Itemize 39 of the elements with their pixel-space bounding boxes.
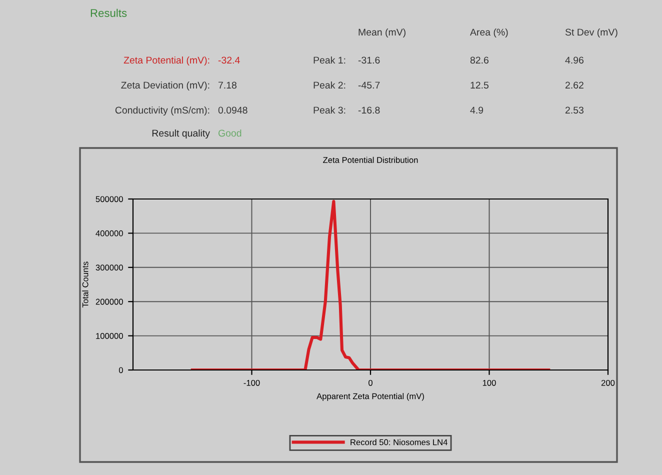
x-tick-label: 0	[368, 380, 372, 386]
x-axis-title: Apparent Zeta Potential (mV)	[316, 393, 424, 401]
text: Result quality	[152, 129, 210, 139]
text: 82.6	[470, 56, 488, 64]
text: Mean (mV)	[358, 28, 406, 38]
text: -16.8	[358, 106, 380, 114]
text: Peak 1:	[314, 56, 346, 64]
text: St Dev (mV)	[565, 28, 618, 38]
text: 2.62	[565, 82, 584, 89]
text: Zeta Potential (mV):	[124, 56, 210, 66]
y-tick-label: 100000	[96, 333, 123, 339]
text: 4.96	[565, 56, 584, 64]
text: Results	[90, 8, 127, 17]
text: Area (%)	[470, 28, 508, 38]
text: 2.53	[565, 106, 584, 114]
y-tick-label: 500000	[96, 196, 123, 202]
line-series	[190, 200, 550, 370]
y-tick-label: 300000	[96, 264, 123, 270]
text: Good	[218, 129, 242, 137]
text: -45.7	[358, 82, 380, 89]
text: 0.0948	[218, 106, 248, 114]
text: -31.6	[358, 56, 380, 64]
chart-title: Zeta Potential Distribution	[323, 156, 418, 163]
x-tick-label: 200	[601, 380, 615, 386]
text: Record 50: Niosomes LN4	[350, 439, 448, 446]
y-axis-title: Total Counts	[82, 262, 88, 308]
x-tick-label: -100	[244, 380, 260, 386]
text: Zeta Deviation (mV):	[121, 81, 210, 91]
y-tick-label: 200000	[96, 298, 123, 305]
x-tick-label: 100	[482, 380, 496, 386]
text: Peak 2:	[314, 81, 346, 89]
text: 4.9	[470, 106, 484, 114]
text: Peak 3:	[314, 106, 346, 114]
text: Conductivity (mS/cm):	[115, 106, 210, 116]
text: 12.5	[470, 82, 489, 89]
text: 7.18	[218, 82, 236, 89]
text: -32.4	[218, 56, 240, 64]
y-tick-label: 0	[118, 367, 123, 374]
y-tick-label: 400000	[96, 230, 123, 236]
